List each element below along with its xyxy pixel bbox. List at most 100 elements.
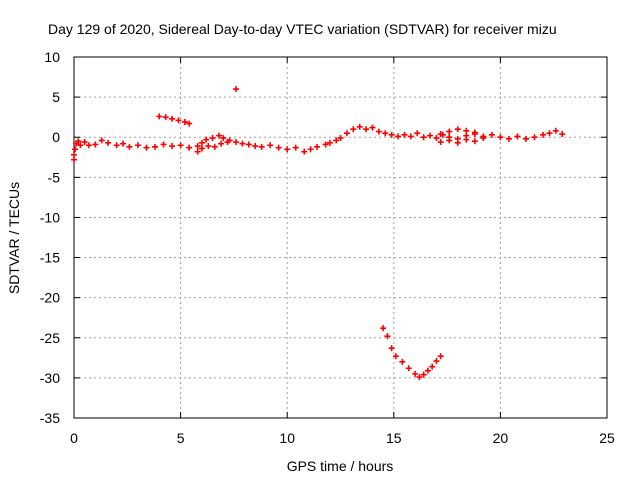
data-point [420, 134, 427, 141]
data-point [333, 137, 340, 144]
data-point [113, 142, 120, 149]
data-point [454, 126, 461, 133]
data-point [375, 128, 382, 135]
data-point [92, 141, 99, 148]
series-main [71, 123, 566, 163]
data-point [194, 148, 201, 155]
y-tick-label: 10 [44, 49, 60, 65]
data-point [71, 151, 77, 158]
data-point [186, 144, 193, 151]
data-point [275, 144, 282, 151]
data-point [245, 141, 252, 148]
grid [74, 57, 607, 418]
data-point [399, 358, 406, 365]
data-point [401, 131, 408, 138]
data-point [239, 140, 246, 147]
x-tick-label: 25 [599, 430, 615, 446]
series-lower-branch [194, 135, 487, 155]
series-dip-arc [380, 325, 444, 381]
data-point [81, 139, 88, 146]
plot-frame [73, 56, 608, 419]
series-outlier [233, 86, 240, 93]
data-point [105, 139, 112, 146]
data-point [233, 86, 240, 93]
data-point [343, 130, 350, 137]
data-point [416, 374, 423, 381]
data-point [152, 143, 159, 150]
data-point [198, 139, 205, 146]
x-tick-label: 10 [279, 430, 295, 446]
data-point [424, 367, 431, 374]
data-point [540, 131, 547, 138]
data-point [301, 148, 308, 155]
series-upper-branch [437, 126, 478, 138]
data-point [203, 136, 210, 143]
data-point [224, 139, 231, 146]
data-point [437, 131, 444, 138]
data-point [454, 139, 461, 146]
data-point [420, 371, 427, 378]
data-point [514, 133, 521, 140]
y-tick-label: -35 [40, 410, 60, 426]
data-point [198, 145, 205, 152]
data-point [414, 130, 421, 137]
data-point [75, 138, 82, 145]
data-point [326, 139, 333, 146]
data-point [559, 131, 566, 138]
x-tick-label: 0 [70, 430, 78, 446]
y-axis-label: SDTVAR / TECUs [6, 182, 22, 294]
data-point [169, 143, 176, 150]
data-point [480, 135, 487, 142]
data-point [384, 333, 391, 340]
series-short-arc [156, 113, 193, 127]
chart-title: Day 129 of 2020, Sidereal Day-to-day VTE… [48, 21, 557, 37]
data-point [405, 365, 412, 372]
data-point [407, 133, 414, 140]
data-point [433, 135, 440, 142]
data-point [284, 146, 291, 153]
data-point [162, 114, 169, 121]
y-tick-label: -25 [40, 330, 60, 346]
y-tick-label: 5 [52, 89, 60, 105]
data-point [531, 134, 538, 141]
data-point [380, 325, 387, 332]
data-point [169, 115, 176, 122]
x-axis-label: GPS time / hours [287, 458, 394, 474]
data-point [446, 128, 453, 135]
data-point [463, 127, 470, 134]
data-point [267, 142, 274, 149]
data-point [72, 146, 79, 153]
y-tick-label: -30 [40, 370, 60, 386]
data-point [427, 132, 434, 139]
y-tick-label: -5 [48, 169, 61, 185]
data-point [211, 143, 218, 150]
data-point [392, 353, 399, 360]
data-point [215, 132, 222, 139]
data-point [337, 135, 344, 142]
data-point [292, 144, 299, 151]
data-point [175, 117, 182, 124]
data-point [186, 120, 193, 127]
data-point [382, 130, 389, 137]
data-point [497, 134, 504, 141]
data-point [220, 135, 227, 142]
data-point [209, 135, 216, 142]
data-point [77, 142, 84, 149]
y-tick-label: -10 [40, 209, 60, 225]
data-point [488, 131, 495, 138]
data-points [71, 86, 566, 381]
data-point [314, 143, 321, 150]
x-tick-label: 15 [386, 430, 402, 446]
data-point [181, 118, 188, 125]
x-tick-label: 20 [493, 430, 509, 446]
data-point [160, 141, 167, 148]
y-tick-label: 0 [52, 129, 60, 145]
x-tick-label: 5 [177, 430, 185, 446]
data-point [369, 124, 376, 131]
data-point [429, 363, 436, 370]
data-point [177, 142, 184, 149]
data-point [388, 345, 395, 352]
data-point [363, 126, 370, 133]
data-point [218, 140, 225, 147]
data-point [307, 146, 314, 153]
